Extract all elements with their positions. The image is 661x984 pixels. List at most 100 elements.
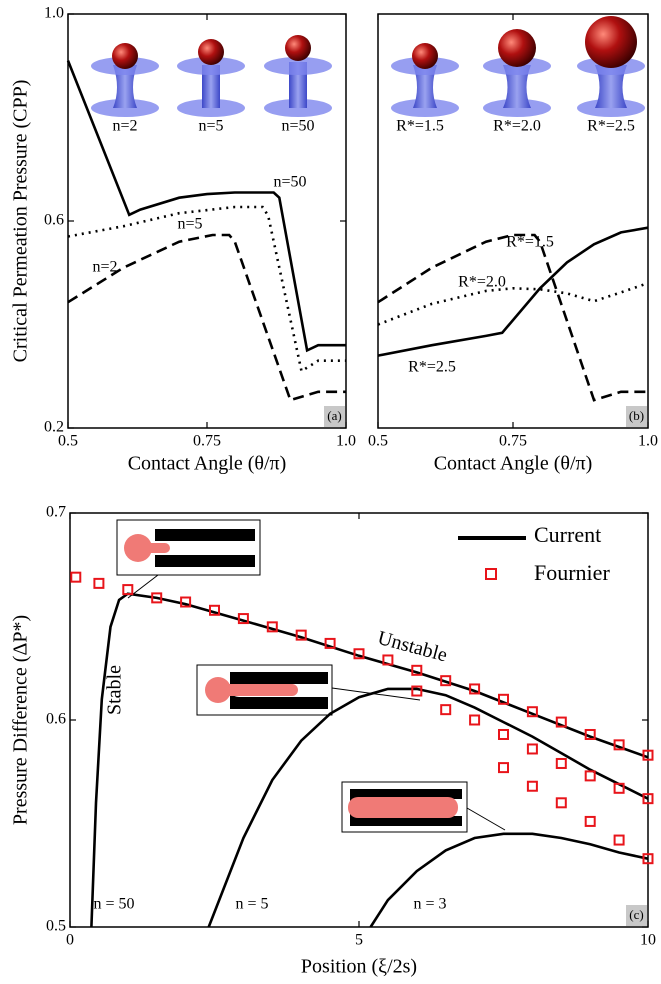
- sphere: [585, 16, 637, 68]
- leader-line: [331, 687, 421, 701]
- panel-label: (b): [629, 408, 644, 423]
- y-tick-label: 0.2: [44, 419, 64, 436]
- panel-label: (a): [327, 408, 341, 423]
- x-tick-label: 5: [355, 932, 363, 949]
- channel-wall: [155, 555, 255, 567]
- marker: [498, 728, 509, 740]
- marker: [209, 604, 220, 616]
- x-tick-label: 0.75: [499, 433, 527, 450]
- channel-wall: [230, 672, 328, 690]
- marker: [555, 716, 567, 728]
- x-axis-label: Contact Angle (θ/π): [128, 453, 287, 475]
- inset-label: n=5: [198, 118, 223, 135]
- disc: [264, 57, 332, 75]
- marker: [469, 714, 481, 726]
- marker: [353, 648, 365, 660]
- marker: [613, 834, 625, 846]
- marker: [555, 797, 567, 809]
- droplet-tail: [138, 543, 170, 553]
- y-axis-label: Critical Permeation Pressure (CPP): [10, 80, 32, 363]
- sphere: [198, 39, 224, 65]
- y-tick-label: 0.7: [46, 504, 66, 521]
- sphere: [285, 35, 311, 61]
- marker: [584, 728, 596, 740]
- panel-label-bg: [626, 406, 647, 427]
- inset-label: R*=1.5: [396, 118, 444, 135]
- x-tick-label: 0: [66, 932, 74, 949]
- y-tick-label: 0.5: [46, 918, 66, 935]
- x-tick-label: 0.5: [368, 433, 388, 450]
- marker: [266, 621, 278, 633]
- marker: [295, 629, 307, 641]
- sphere: [498, 29, 536, 67]
- annotation: Stable: [104, 665, 126, 715]
- curve-label: n=5: [177, 216, 202, 233]
- curve-label: R*=1.5: [506, 234, 554, 251]
- marker: [526, 706, 538, 718]
- neck: [595, 65, 627, 108]
- marker: [440, 675, 452, 687]
- curve: [67, 205, 346, 374]
- legend-marker: [485, 568, 497, 580]
- marker: [642, 793, 654, 805]
- marker: [382, 654, 394, 666]
- marker: [440, 704, 452, 716]
- marker: [70, 571, 82, 583]
- annotation: Unstable: [375, 627, 449, 667]
- marker: [526, 743, 538, 755]
- neck: [503, 65, 531, 108]
- marker: [411, 664, 423, 676]
- x-tick-label: 1.0: [336, 433, 356, 450]
- marker: [498, 693, 509, 705]
- curve: [66, 60, 346, 353]
- y-axis-label: Pressure Difference (ΔP*): [10, 615, 32, 825]
- curve-label: n=2: [92, 259, 117, 276]
- x-axis-label: Position (ξ/2s): [301, 956, 417, 978]
- panel-label-bg: [324, 406, 345, 427]
- neck: [413, 65, 437, 108]
- marker: [469, 683, 481, 695]
- neck: [113, 65, 137, 108]
- marker: [642, 853, 654, 865]
- leader-line: [466, 807, 506, 831]
- curve: [377, 233, 648, 402]
- legend-label: Fournier: [534, 560, 610, 585]
- disc: [177, 57, 245, 75]
- marker: [237, 613, 249, 625]
- marker: [613, 739, 625, 751]
- insets-c: [116, 519, 506, 833]
- marker: [555, 757, 567, 769]
- marker: [122, 584, 134, 596]
- channel-wall: [230, 691, 328, 709]
- marker: [324, 637, 336, 649]
- curve: [90, 592, 649, 928]
- curve: [369, 832, 649, 928]
- curve-label: R*=2.0: [458, 274, 506, 291]
- marker: [526, 780, 538, 792]
- curve: [67, 233, 346, 402]
- sphere: [112, 43, 138, 69]
- legend-label: Current: [534, 522, 601, 547]
- inset-label: R*=2.0: [493, 118, 541, 135]
- x-tick-label: 10: [640, 932, 656, 949]
- y-tick-label: 1.0: [44, 5, 64, 22]
- y-tick-label: 0.6: [44, 212, 64, 229]
- inset-label: R*=2.5: [587, 118, 635, 135]
- marker: [642, 749, 654, 761]
- marker: [613, 782, 625, 794]
- insets-b: [391, 16, 645, 117]
- x-tick-label: 0.5: [58, 433, 78, 450]
- marker: [411, 685, 423, 697]
- neck: [202, 65, 220, 108]
- x-tick-label: 0.75: [193, 433, 221, 450]
- curve-label: n = 3: [413, 896, 446, 913]
- x-axis-label: Contact Angle (θ/π): [434, 453, 593, 475]
- droplet: [348, 797, 458, 818]
- y-tick-label: 0.6: [46, 711, 66, 728]
- panel-label: (c): [629, 907, 643, 922]
- inset-label: n=50: [281, 118, 314, 135]
- marker: [498, 762, 509, 774]
- curve-label: n = 5: [235, 896, 268, 913]
- marker: [151, 592, 163, 604]
